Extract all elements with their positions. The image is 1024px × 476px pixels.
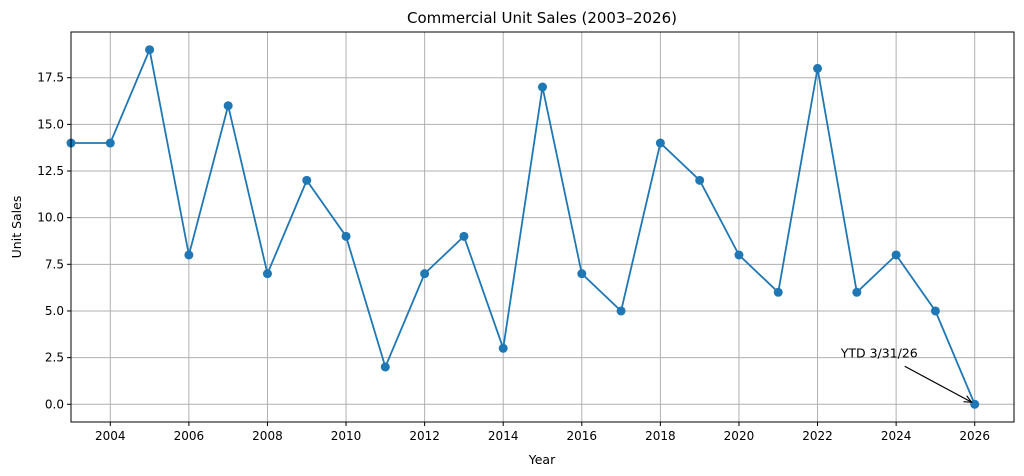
x-tick-label: 2024 xyxy=(881,429,912,443)
x-tick-label: 2010 xyxy=(331,429,362,443)
x-tick-label: 2016 xyxy=(567,429,598,443)
data-point xyxy=(459,231,469,241)
data-point xyxy=(577,269,587,279)
data-point xyxy=(223,101,233,111)
data-point xyxy=(695,175,705,185)
x-tick-label: 2004 xyxy=(95,429,126,443)
x-tick-label: 2022 xyxy=(802,429,833,443)
y-tick-label: 15.0 xyxy=(37,117,64,131)
x-tick-label: 2020 xyxy=(724,429,755,443)
data-point xyxy=(734,250,744,260)
data-point xyxy=(891,250,901,260)
data-point xyxy=(930,306,940,316)
data-point xyxy=(302,175,312,185)
data-point xyxy=(773,287,783,297)
x-tick-label: 2012 xyxy=(409,429,440,443)
x-axis-label: Year xyxy=(528,452,556,467)
data-point xyxy=(616,306,626,316)
y-tick-label: 12.5 xyxy=(37,164,64,178)
data-point xyxy=(970,399,980,409)
data-point xyxy=(145,45,155,55)
annotation-arrow xyxy=(904,365,972,402)
y-tick-label: 5.0 xyxy=(45,304,64,318)
x-tick-label: 2006 xyxy=(174,429,205,443)
x-tick-label: 2018 xyxy=(645,429,676,443)
y-tick-label: 10.0 xyxy=(37,211,64,225)
data-point xyxy=(655,138,665,148)
data-point xyxy=(813,63,823,73)
x-tick-label: 2026 xyxy=(959,429,990,443)
y-tick-label: 2.5 xyxy=(45,351,64,365)
y-tick-label: 7.5 xyxy=(45,257,64,271)
grid xyxy=(71,32,1014,422)
data-point xyxy=(852,287,862,297)
x-axis: 2004 2006 2008 2010 2012 2014 2016 2018 2020 2022… xyxy=(95,422,990,443)
data-point xyxy=(341,231,351,241)
x-tick-label: 2008 xyxy=(252,429,283,443)
data-point xyxy=(498,343,508,353)
y-tick-label: 0.0 xyxy=(45,397,64,411)
data-point xyxy=(538,82,547,92)
data-point xyxy=(184,250,194,260)
data-point xyxy=(420,269,430,279)
plot-frame xyxy=(70,31,1015,423)
y-axis-label: Unit Sales xyxy=(9,196,24,259)
data-point xyxy=(105,138,115,148)
data-point xyxy=(380,362,390,372)
chart-title: Commercial Unit Sales (2003–2026) xyxy=(407,9,677,27)
series-line xyxy=(71,46,976,405)
data-point xyxy=(262,269,272,279)
annotation-layer: YTD 3/31/26 xyxy=(840,345,972,402)
annotation-label: YTD 3/31/26 xyxy=(840,345,918,360)
series-layer xyxy=(66,45,980,409)
y-tick-label: 17.5 xyxy=(37,71,64,85)
x-tick-label: 2014 xyxy=(488,429,519,443)
y-axis: 0.0 2.5 5.0 7.5 10.0 12.5 15.0 17.5 xyxy=(37,71,71,411)
